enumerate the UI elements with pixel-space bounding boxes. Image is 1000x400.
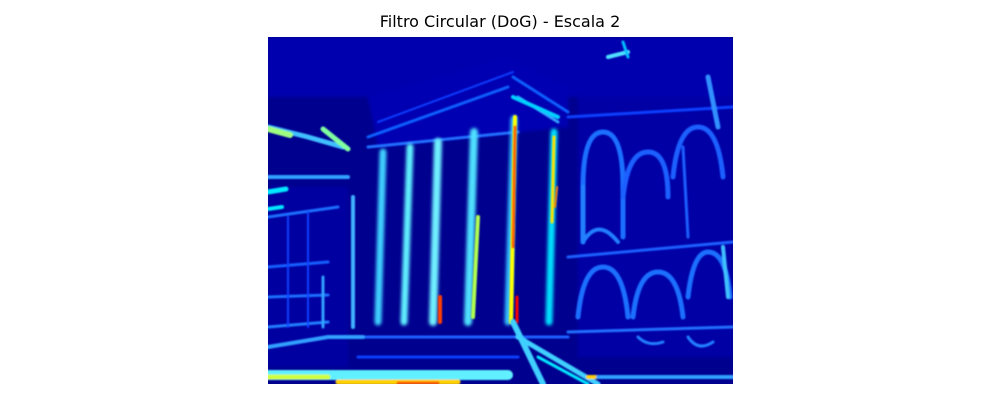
heatmap-image <box>268 37 733 384</box>
roof-edges <box>268 40 630 211</box>
heatmap-svg <box>268 37 733 384</box>
left-wing-edges <box>268 195 355 329</box>
chart-title: Filtro Circular (DoG) - Escala 2 <box>379 12 621 31</box>
base-edges <box>268 319 733 384</box>
right-facade-arches <box>566 74 733 348</box>
columns <box>374 115 558 326</box>
